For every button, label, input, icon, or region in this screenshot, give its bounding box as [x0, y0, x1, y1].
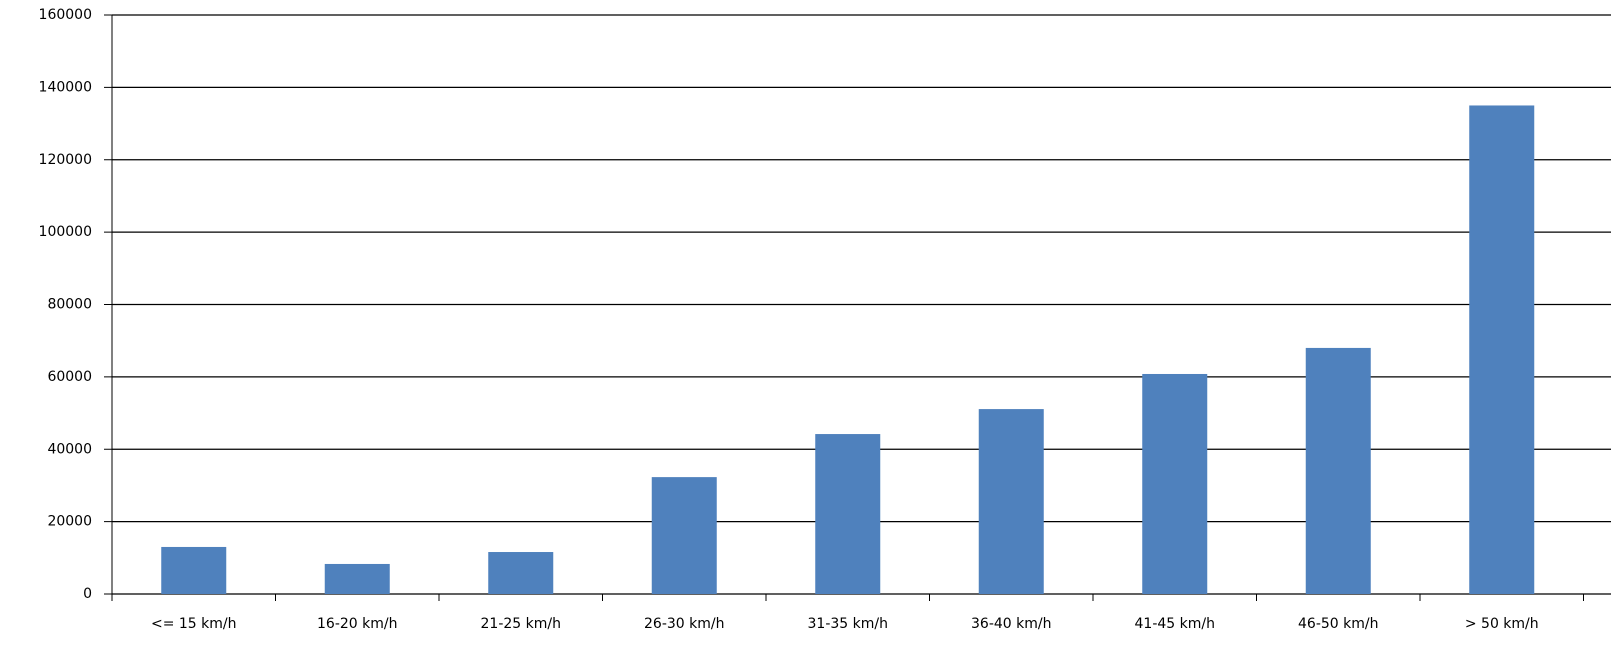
- x-tick-label: 36-40 km/h: [971, 616, 1051, 632]
- bar: [161, 546, 227, 594]
- y-tick-label: 60000: [47, 369, 92, 385]
- x-tick-label: > 50 km/h: [1465, 616, 1539, 632]
- x-tick-label: 21-25 km/h: [481, 616, 561, 632]
- bar: [978, 409, 1044, 594]
- x-tick-label: 41-45 km/h: [1135, 616, 1215, 632]
- y-tick-label: 160000: [39, 7, 92, 23]
- y-tick-label: 120000: [39, 152, 92, 168]
- bar: [324, 563, 390, 594]
- y-tick-label: 80000: [47, 297, 92, 313]
- bar: [1142, 373, 1208, 594]
- bar: [488, 552, 554, 594]
- y-tick-label: 20000: [47, 514, 92, 530]
- y-tick-label: 100000: [39, 224, 92, 240]
- y-tick-label: 140000: [39, 79, 92, 95]
- bar: [815, 434, 881, 594]
- y-tick-label: 40000: [47, 441, 92, 457]
- y-tick-label: 0: [83, 586, 92, 602]
- x-tick-label: 26-30 km/h: [644, 616, 724, 632]
- x-tick-label: 46-50 km/h: [1298, 616, 1378, 632]
- bar: [1305, 347, 1371, 594]
- bar: [651, 477, 717, 594]
- x-tick-label: <= 15 km/h: [151, 616, 237, 632]
- x-tick-label: 16-20 km/h: [317, 616, 397, 632]
- x-tick-label: 31-35 km/h: [808, 616, 888, 632]
- bar: [1469, 105, 1535, 594]
